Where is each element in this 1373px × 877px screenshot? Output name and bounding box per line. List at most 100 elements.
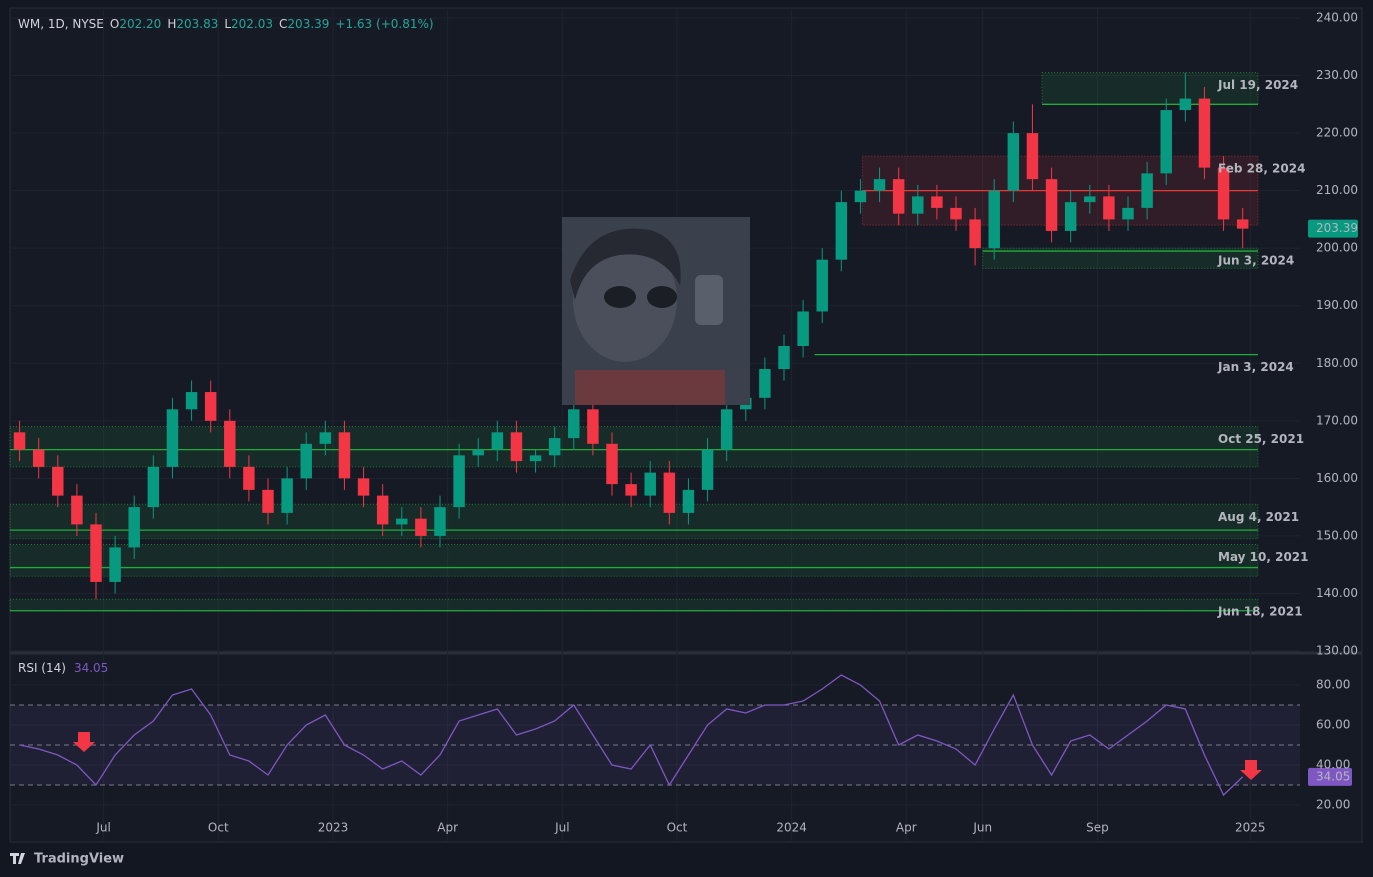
candle-body (415, 518, 427, 536)
x-tick-label: Jul (95, 821, 110, 835)
candle-body (1198, 98, 1211, 168)
candle-body (71, 495, 83, 525)
candle-body (969, 219, 981, 249)
y-tick-label: 180.00 (1316, 356, 1358, 370)
candle-body (90, 524, 102, 582)
rsi-line (19, 674, 1244, 797)
y-tick-label: 80.00 (1316, 678, 1350, 692)
candle-body (300, 443, 312, 479)
photo-glasses (647, 286, 677, 308)
zone-label: Feb 28, 2024 (1218, 162, 1305, 176)
candle-body (950, 207, 962, 220)
zone-label: Aug 4, 2021 (1218, 510, 1299, 524)
candle-body (1236, 219, 1249, 229)
marks (10, 72, 1358, 797)
candle-body (319, 432, 332, 444)
candle-body (912, 196, 924, 214)
candle-body (128, 507, 140, 548)
candle-body (434, 507, 446, 536)
candle-body (376, 495, 389, 525)
y-tick-label: 160.00 (1316, 471, 1358, 485)
candle-body (835, 202, 848, 260)
header: WM, 1D, NYSE O202.20 H203.83 L202.03 C203.39… (18, 17, 434, 31)
y-tick-label: 60.00 (1316, 718, 1350, 732)
zone (9, 503, 1259, 540)
rsi-title: RSI (14) (18, 661, 66, 675)
candle-body (204, 392, 217, 421)
candle-body (262, 489, 274, 513)
x-tick-label: Oct (208, 821, 229, 835)
candle-body (1179, 98, 1192, 111)
candle-body (147, 466, 160, 508)
candle-body (529, 455, 542, 462)
candle-body (109, 547, 121, 582)
candle-body (166, 409, 179, 467)
brand: TradingView (34, 852, 124, 867)
x-tick-label: 2023 (318, 821, 349, 835)
candle-body (185, 392, 198, 410)
zone-label: Oct 25, 2021 (1218, 432, 1304, 446)
last-price-label: 203.39 (1316, 221, 1358, 235)
rsi-value: 34.05 (74, 661, 108, 675)
candle-body (472, 449, 484, 456)
zone (1041, 72, 1259, 105)
candle-body (759, 369, 771, 398)
y-tick-label: 20.00 (1316, 798, 1350, 812)
ohlc-key: C (279, 17, 287, 31)
candle-body (988, 190, 1000, 249)
zone-label: May 10, 2021 (1218, 550, 1309, 564)
ohlc-value: 203.39 (287, 17, 329, 31)
y-tick-label: 240.00 (1316, 11, 1358, 25)
candle-body (682, 489, 695, 513)
candle-body (1141, 173, 1153, 208)
y-tick-label: 40.00 (1316, 758, 1350, 772)
x-tick-label: Apr (437, 821, 458, 835)
candle-body (453, 455, 465, 508)
ohlc-key: O (110, 17, 119, 31)
x-tick-label: Apr (896, 821, 917, 835)
candle-body (1103, 196, 1115, 220)
candle-body (1007, 133, 1020, 191)
candle-body (32, 449, 45, 467)
y-tick-label: 220.00 (1316, 126, 1358, 140)
x-tick-label: Sep (1086, 821, 1109, 835)
y-tick-label: 230.00 (1316, 68, 1358, 82)
candle-body (931, 196, 943, 208)
candle-body (606, 443, 618, 485)
x-tick-label: Oct (667, 821, 688, 835)
candle-body (357, 478, 370, 496)
zone (9, 598, 1259, 612)
y-tick-label: 170.00 (1316, 413, 1358, 427)
candle-body (243, 466, 255, 490)
candle-body (1160, 110, 1172, 174)
signal-arrow (73, 732, 95, 752)
y-tick-label: 210.00 (1316, 183, 1358, 197)
y-tick-label: 140.00 (1316, 586, 1358, 600)
candle-body (701, 449, 714, 490)
candle-body (510, 432, 523, 462)
candle-body (816, 259, 828, 312)
candle-body (1217, 167, 1230, 220)
x-tick-label: 2025 (1235, 821, 1266, 835)
zones (9, 72, 1259, 612)
ohlc-value: 202.03 (231, 17, 273, 31)
candle-body (663, 472, 676, 513)
candle-body (892, 179, 905, 214)
ohlc-value: 203.83 (176, 17, 218, 31)
change: +1.63 (+0.81%) (335, 17, 433, 31)
photo (562, 217, 750, 405)
brand-logo (10, 853, 25, 864)
candle-body (396, 518, 408, 525)
candle-body (644, 472, 656, 496)
y-tick-label: 150.00 (1316, 528, 1358, 542)
rsi-tag-label: 34.05 (1316, 769, 1350, 783)
zone-label: Jun 3, 2024 (1217, 254, 1294, 268)
y-tick-label: 130.00 (1316, 644, 1358, 658)
zone-label: Jun 18, 2021 (1217, 605, 1303, 619)
candle-body (854, 190, 867, 203)
ohlc-value: 202.20 (119, 17, 161, 31)
candle-body (1045, 179, 1058, 231)
photo-shirt (575, 370, 725, 405)
photo-hair (570, 228, 681, 300)
